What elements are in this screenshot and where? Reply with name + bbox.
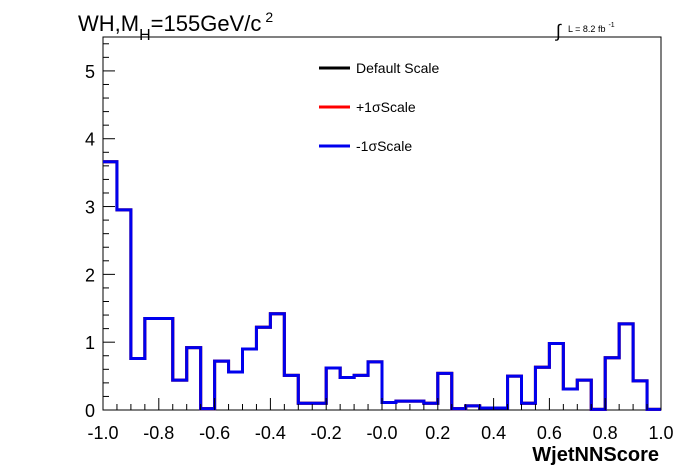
axis-ticks: -1.0 -0.8 -0.6 -0.4 -0.2 -0.0 0.2 0.4 0.6 0.8 1.0 0… (85, 43, 674, 443)
x-tick-label: -0.8 (143, 423, 174, 443)
legend-label-default: Default Scale (356, 60, 439, 76)
x-tick-label: -0.6 (199, 423, 230, 443)
y-tick-label: 1 (85, 333, 95, 353)
series-line-minus1sigma-scale (103, 160, 661, 411)
y-tick-label: 2 (85, 265, 95, 285)
legend: Default Scale +1σScale -1σScale (319, 60, 439, 154)
x-tick-label: -0.4 (255, 423, 286, 443)
legend-label-minus1sigma: -1σScale (356, 138, 412, 154)
integral-symbol: ∫ (554, 21, 562, 41)
chart-title: WH,MH=155GeV/c 2 (78, 9, 273, 44)
y-tick-label: 5 (85, 62, 95, 82)
x-tick-label: -1.0 (87, 423, 118, 443)
x-tick-label: 0.8 (593, 423, 618, 443)
x-tick-label: 0.2 (425, 423, 450, 443)
y-tick-label: 4 (85, 130, 95, 150)
x-tick-label: 0.4 (481, 423, 506, 443)
y-tick-label: 0 (85, 401, 95, 421)
y-tick-label: 3 (85, 198, 95, 218)
x-tick-label: 1.0 (648, 423, 673, 443)
x-tick-label: -0.2 (311, 423, 342, 443)
x-tick-label: -0.0 (366, 423, 397, 443)
series-layer (103, 160, 661, 411)
x-axis-label: WjetNNScore (532, 444, 659, 466)
lumi-label: L = 8.2 fb -1 (568, 22, 615, 34)
legend-label-plus1sigma: +1σScale (356, 99, 416, 115)
x-tick-label: 0.6 (537, 423, 562, 443)
